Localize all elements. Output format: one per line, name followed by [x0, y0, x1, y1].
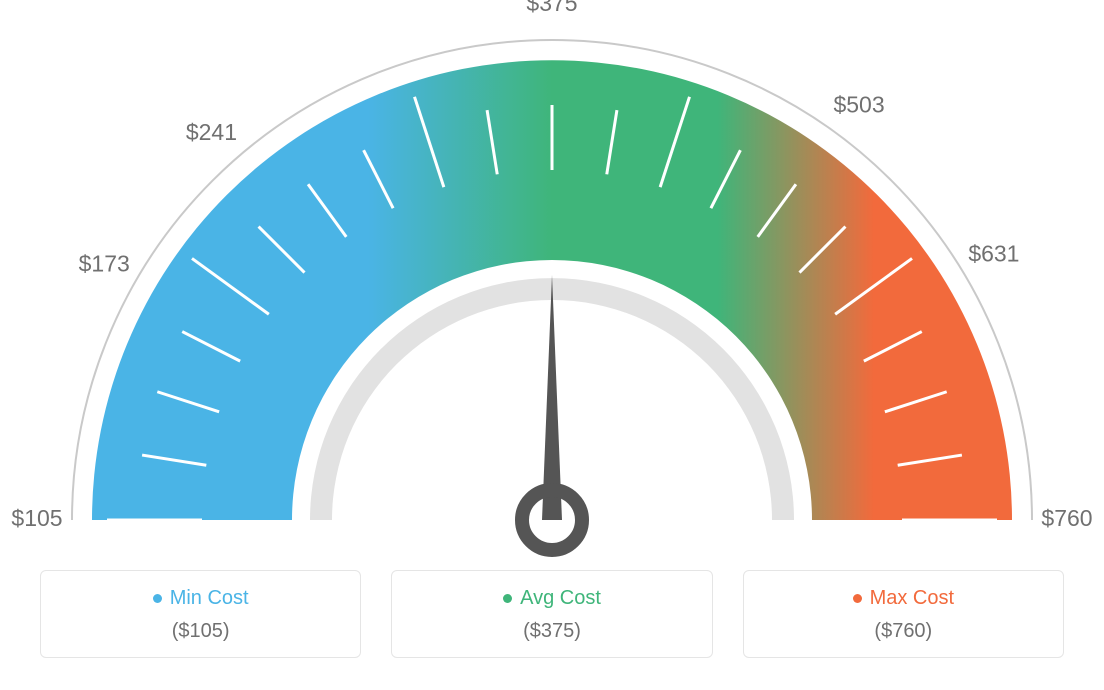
legend-value-max: ($760)	[754, 620, 1053, 643]
legend-card-min: Min Cost ($105)	[40, 570, 361, 658]
gauge-tick-label: $631	[968, 241, 1019, 267]
legend-dot-max	[853, 594, 862, 603]
gauge-tick-label: $241	[186, 119, 237, 145]
legend-value-avg: ($375)	[402, 620, 701, 643]
cost-gauge-chart: $105 $173 $241 $375 $503 $631 $760 Min Cost ($…	[0, 0, 1104, 690]
legend-title-avg: Avg Cost	[503, 587, 601, 610]
legend-label-min: Min Cost	[170, 587, 249, 610]
legend-label-max: Max Cost	[870, 587, 954, 610]
gauge-tick-label: $503	[833, 92, 884, 118]
legend-row: Min Cost ($105) Avg Cost ($375) Max Cost…	[0, 570, 1104, 658]
gauge-tick-label: $173	[79, 251, 130, 277]
legend-dot-avg	[503, 594, 512, 603]
legend-card-avg: Avg Cost ($375)	[391, 570, 712, 658]
legend-card-max: Max Cost ($760)	[743, 570, 1064, 658]
legend-title-max: Max Cost	[853, 587, 954, 610]
gauge-tick-label: $760	[1041, 505, 1092, 531]
gauge-tick-label: $105	[11, 505, 62, 531]
legend-dot-min	[153, 594, 162, 603]
gauge-svg: $105 $173 $241 $375 $503 $631 $760	[0, 0, 1104, 560]
gauge-area: $105 $173 $241 $375 $503 $631 $760	[0, 0, 1104, 560]
legend-value-min: ($105)	[51, 620, 350, 643]
gauge-tick-label: $375	[526, 0, 577, 16]
legend-title-min: Min Cost	[153, 587, 249, 610]
legend-label-avg: Avg Cost	[520, 587, 601, 610]
